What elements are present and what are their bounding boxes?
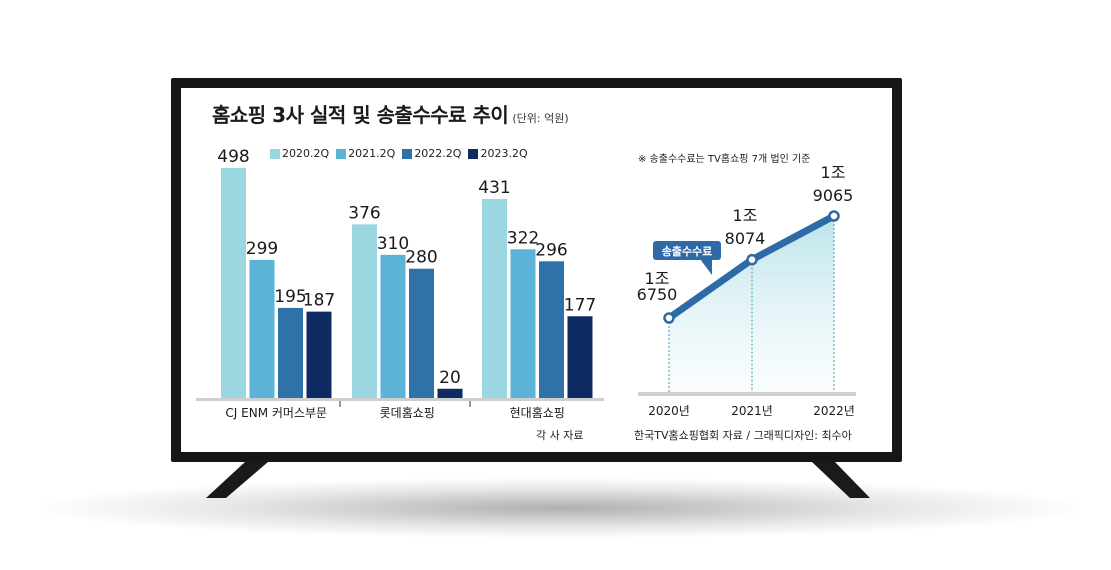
bar	[278, 307, 303, 398]
category-label: 현대홈쇼핑	[510, 406, 565, 420]
bar	[249, 259, 275, 398]
bar	[539, 261, 564, 398]
point-label: 1조	[821, 163, 846, 182]
point-label: 1조	[733, 206, 758, 225]
source-left: 각 사 자료	[536, 429, 584, 442]
legend-swatch	[402, 148, 413, 159]
legend-swatch	[468, 148, 479, 159]
point-label: 1조	[645, 269, 670, 288]
tv-shadow	[40, 478, 1080, 538]
legend-item: 2022.2Q	[402, 147, 461, 160]
legend-label: 2023.2Q	[480, 147, 528, 160]
legend-item: 2021.2Q	[336, 147, 395, 160]
line-point	[746, 253, 758, 266]
bar-value-label: 177	[564, 295, 596, 315]
legend: 2020.2Q 2021.2Q 2022.2Q 2023.2Q	[270, 147, 528, 160]
bar	[380, 254, 406, 398]
bar-value-label: 376	[348, 203, 380, 223]
x-tick-label: 2020년	[648, 404, 690, 418]
chart-title: 홈쇼핑 3사 실적 및 송출수수료 추이 (단위: 억원)	[212, 99, 569, 128]
bar-value-label: 431	[478, 178, 510, 198]
bar	[510, 249, 536, 398]
title-text: 홈쇼핑 3사 실적 및 송출수수료 추이	[212, 103, 509, 127]
bar-value-label: 296	[535, 240, 567, 260]
bar-value-label: 299	[246, 239, 278, 259]
point-label: 6750	[637, 285, 678, 304]
bar	[567, 316, 593, 398]
category-label: CJ ENM 커머스부문	[225, 406, 327, 420]
bar	[352, 224, 377, 398]
fee-note: ※ 송출수수료는 TV홈쇼핑 7개 법인 기준	[638, 154, 811, 165]
legend-item: 2020.2Q	[270, 147, 329, 160]
bar	[221, 168, 246, 398]
bar-value-label: 187	[303, 291, 335, 311]
source-right: 한국TV홈쇼핑협회 자료 / 그래픽디자인: 최수아	[634, 429, 852, 442]
category-label: 롯데홈쇼핑	[380, 406, 435, 420]
legend-label: 2020.2Q	[282, 147, 330, 160]
legend-label: 2021.2Q	[348, 147, 396, 160]
x-tick-label: 2021년	[731, 404, 773, 418]
bar	[482, 198, 507, 398]
series-label: 송출수수료	[662, 244, 713, 258]
unit-label: (단위: 억원)	[512, 112, 569, 125]
bar	[437, 388, 463, 398]
bar-value-label: 310	[377, 234, 409, 254]
line-point	[828, 210, 840, 222]
bar-value-label: 280	[405, 248, 437, 268]
bar-value-label: 20	[439, 368, 461, 388]
legend-item: 2023.2Q	[468, 147, 528, 160]
legend-label: 2022.2Q	[414, 147, 462, 160]
series-label-pointer	[700, 259, 712, 275]
line-point	[663, 312, 675, 324]
bar-value-label: 322	[507, 228, 539, 248]
bar-value-label: 195	[274, 287, 306, 307]
bar-value-label: 498	[217, 147, 249, 167]
bar	[306, 311, 332, 398]
point-label: 9065	[813, 186, 854, 205]
point-label: 8074	[725, 229, 766, 248]
bar-baseline	[196, 398, 604, 401]
series-label-box	[653, 241, 721, 260]
line-baseline	[638, 392, 856, 396]
bar	[409, 268, 434, 398]
legend-swatch	[270, 148, 280, 159]
x-tick-label: 2022년	[813, 404, 855, 418]
legend-swatch	[336, 148, 347, 159]
